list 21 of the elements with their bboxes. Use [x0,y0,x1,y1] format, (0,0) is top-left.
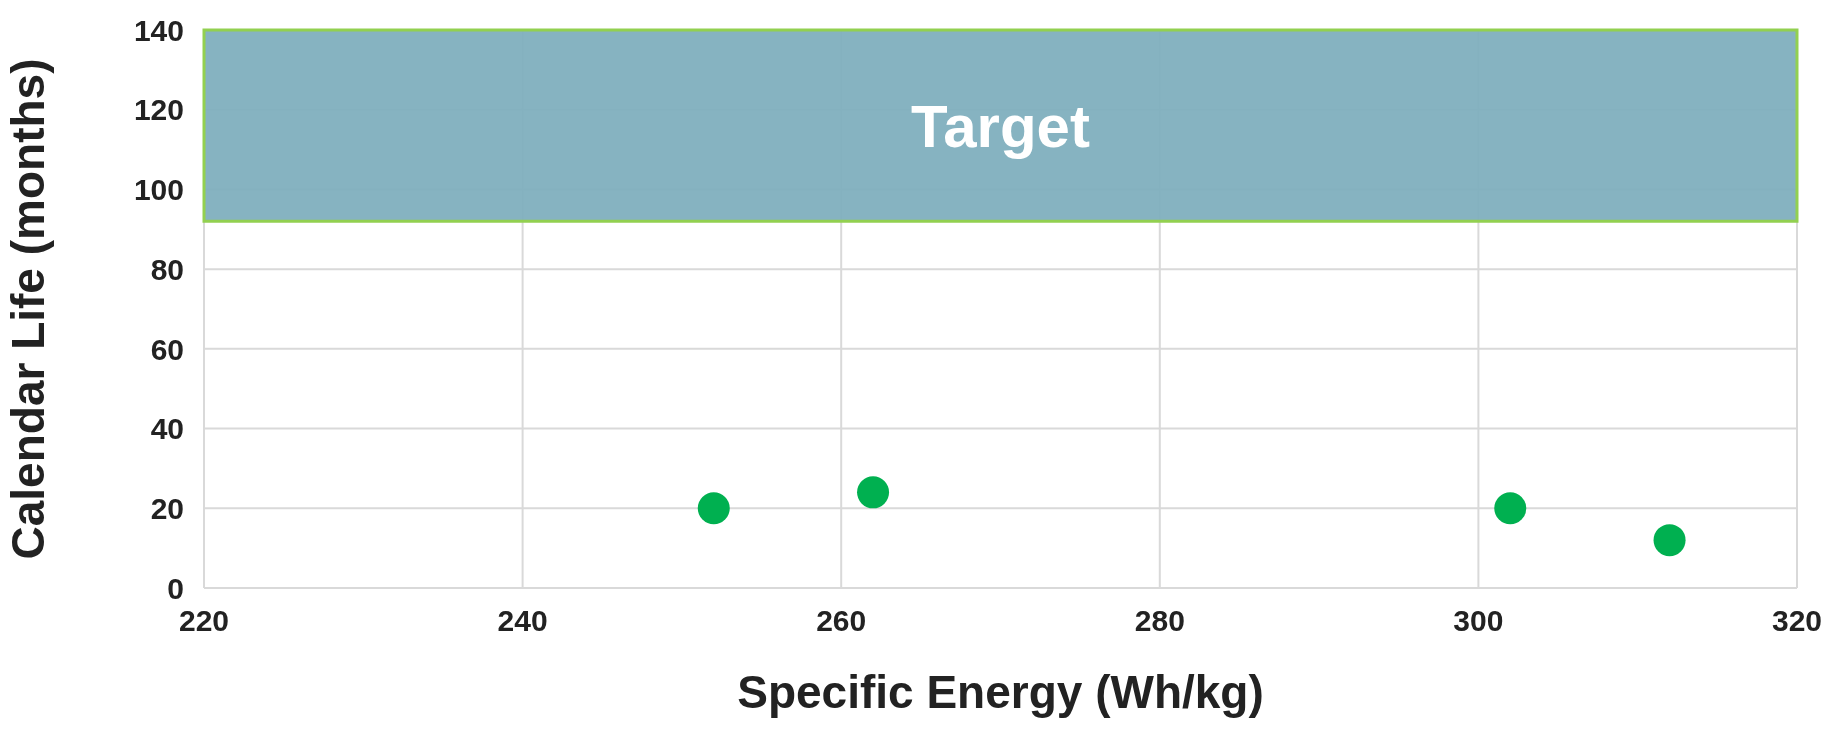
y-tick-label: 100 [133,173,184,207]
y-tick-label: 80 [150,252,184,286]
y-tick-label: 60 [150,332,184,366]
point [1494,492,1527,525]
band-label: Target [911,92,1090,160]
y-axis-title: Calendar Life (months) [2,58,55,560]
x-tick-label: 220 [178,604,230,638]
y-tick-label: 0 [167,571,184,605]
x-tick-label: 280 [1134,604,1185,638]
x-tick-label: 320 [1771,604,1823,638]
y-tick-label: 20 [150,491,184,525]
x-tick-label: 260 [816,604,867,638]
point [697,492,730,525]
y-tick-label: 140 [133,13,184,47]
x-tick-label: 300 [1453,604,1504,638]
point [1653,524,1686,557]
y-tick-label: 120 [133,93,184,127]
point [857,476,890,509]
x-axis-title: Specific Energy (Wh/kg) [737,666,1264,718]
y-tick-label: 40 [150,412,184,446]
x-tick-label: 240 [497,604,548,638]
